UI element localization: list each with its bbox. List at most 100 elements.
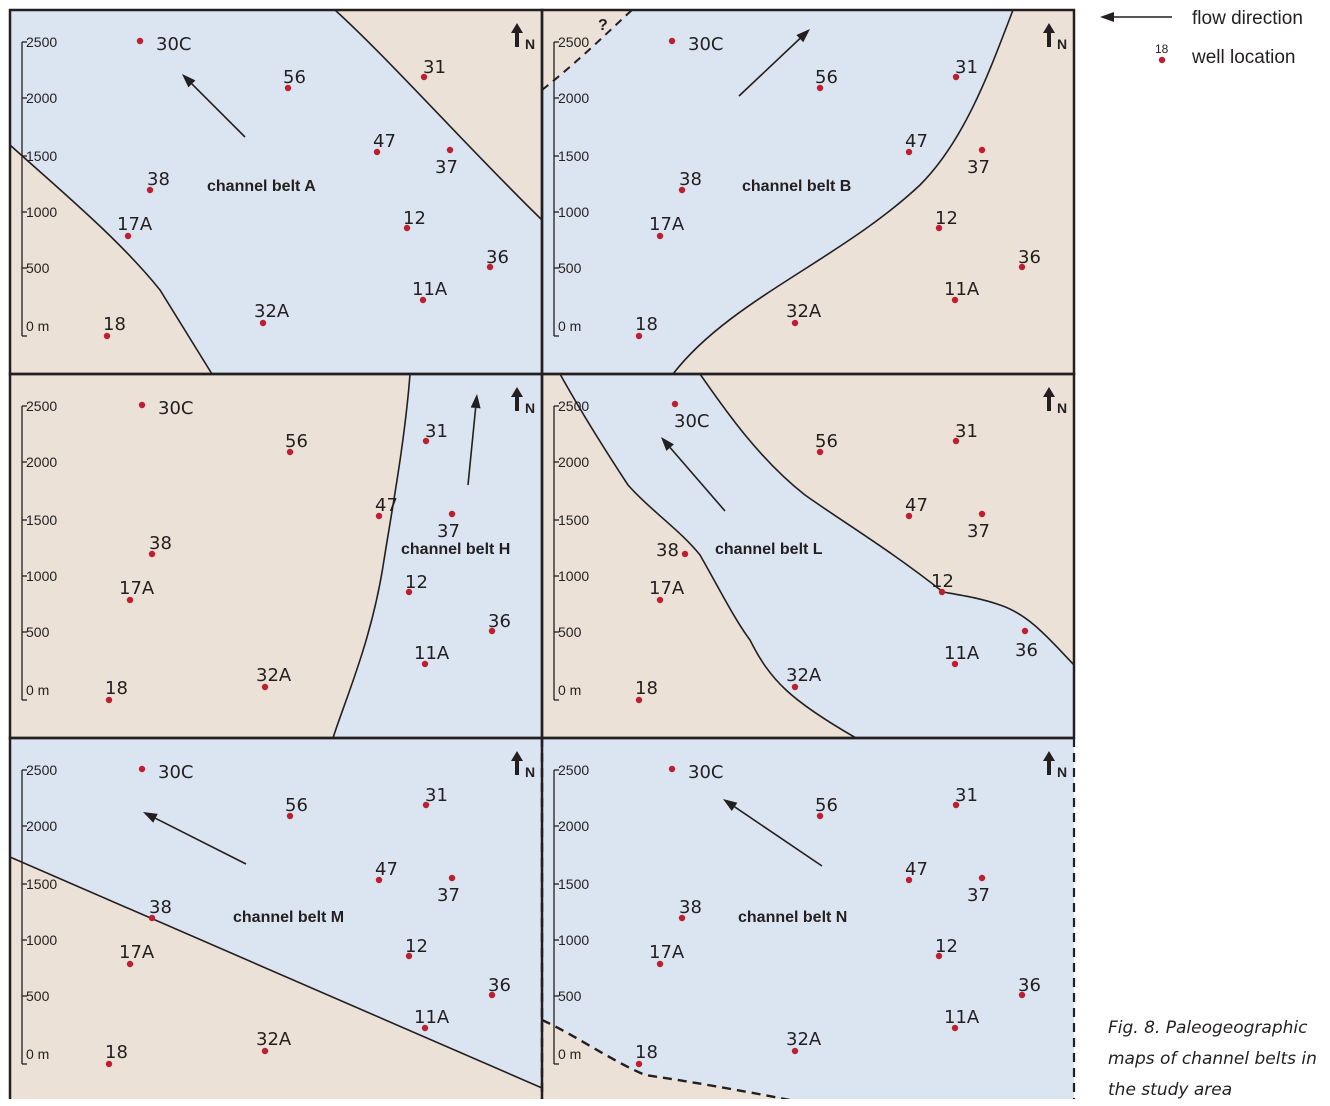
well-label: 32A	[256, 1029, 292, 1050]
north-arrow: N	[1043, 751, 1067, 780]
well-dot	[816, 84, 824, 92]
well-label: 17A	[119, 578, 155, 599]
well-label: 17A	[649, 578, 685, 599]
legend: flow direction 18 well location	[1100, 8, 1303, 68]
well-label: 47	[375, 859, 398, 880]
flow-direction-arrow	[738, 38, 801, 97]
svg-text:N: N	[1057, 764, 1067, 780]
well-dot	[935, 224, 943, 232]
well-label: 30C	[158, 398, 193, 419]
uncertain-boundary-label: ?	[598, 17, 608, 34]
well-dot	[635, 696, 643, 704]
well-label: 38	[679, 897, 702, 918]
svg-text:N: N	[1057, 400, 1067, 416]
scale-tick-label: 2000	[26, 454, 57, 470]
channel-area	[542, 738, 1074, 1099]
scale-tick-label: 1000	[26, 932, 57, 948]
well-label: 38	[656, 540, 679, 561]
well-label: 12	[403, 208, 426, 229]
flow-arrowhead	[182, 74, 196, 88]
well-dot	[938, 588, 946, 596]
well-label: 47	[373, 131, 396, 152]
flow-arrowhead	[143, 812, 158, 823]
legend-well-example-number: 18	[1155, 42, 1169, 56]
scale-tick-label: 1500	[558, 876, 589, 892]
well-dot	[905, 876, 913, 884]
svg-text:N: N	[525, 36, 535, 52]
well-dot	[951, 660, 959, 668]
flow-direction-arrow	[467, 407, 477, 486]
scale-tick-label: 500	[26, 988, 50, 1004]
well-dot	[668, 765, 676, 773]
well-label: 31	[955, 57, 978, 78]
channel-boundary-south	[10, 856, 542, 1089]
well-label: 47	[905, 131, 928, 152]
flow-arrowhead	[723, 799, 738, 811]
scale-tick-label: 1500	[26, 876, 57, 892]
well-label: 12	[935, 208, 958, 229]
channel-area	[333, 374, 542, 738]
well-dot	[488, 627, 496, 635]
well-dot	[791, 319, 799, 327]
channel-boundary-east	[334, 10, 542, 221]
scale-tick-label: 500	[558, 260, 582, 276]
scale-tick-label: 500	[26, 260, 50, 276]
well-dot	[261, 1047, 269, 1055]
scale-bar: 2500 2000 1500 1000 500 0 m	[21, 398, 57, 701]
flow-arrowhead	[470, 394, 481, 409]
channel-belt-label: channel belt H	[401, 541, 510, 558]
channel-boundary-west	[559, 374, 857, 738]
scale-tick-label: 2500	[26, 34, 57, 50]
well-label: 37	[967, 885, 990, 906]
well-dot	[286, 812, 294, 820]
scale-tick-label: 500	[26, 624, 50, 640]
channel-belt-label: channel belt B	[742, 178, 851, 195]
scale-tick-label: 2000	[558, 818, 589, 834]
well-dot	[681, 550, 689, 558]
scale-tick-label: 2500	[558, 762, 589, 778]
well-dot	[1018, 263, 1026, 271]
well-label: 30C	[674, 411, 709, 432]
channel-boundary-west	[332, 374, 411, 738]
north-arrow: N	[1043, 387, 1067, 416]
well-dot	[791, 1047, 799, 1055]
flow-direction-arrow	[734, 806, 823, 867]
well-dot	[148, 914, 156, 922]
well-dot	[103, 332, 111, 340]
well-dot	[446, 146, 454, 154]
well-label: 32A	[786, 301, 822, 322]
well-markers: 30C 56 31 47 37 38 17A 12 36 11A 18 32A	[635, 34, 1041, 340]
well-dot	[422, 437, 430, 445]
well-dot	[375, 512, 383, 520]
scale-tick-label: 0 m	[26, 682, 49, 698]
channel-area	[10, 738, 542, 1088]
legend-well-label: well location	[1191, 47, 1296, 68]
figure-caption: Fig. 8. Paleogeographic maps of channel …	[1108, 1013, 1328, 1106]
well-label: 12	[405, 572, 428, 593]
well-dot	[656, 960, 664, 968]
well-label: 37	[435, 157, 458, 178]
scale-bar: 2500 2000 1500 1000 500 0 m	[553, 762, 589, 1065]
well-label: 30C	[158, 762, 193, 783]
north-arrow: N	[1043, 23, 1067, 52]
well-dot	[668, 37, 676, 45]
well-dot	[405, 588, 413, 596]
well-label: 18	[105, 1042, 128, 1063]
panel-channel-belt-b: ? channel belt B N 2500 2000 1500 1000 500 0 …	[542, 10, 1074, 374]
well-markers: 30C 56 31 47 37 38 17A 12 36 11A 18 32A	[103, 34, 509, 340]
well-label: 36	[1015, 640, 1038, 661]
scale-tick-label: 0 m	[558, 1046, 581, 1062]
scale-tick-label: 0 m	[558, 682, 581, 698]
flow-arrowhead	[796, 29, 810, 43]
scale-tick-label: 1000	[558, 568, 589, 584]
scale-tick-label: 500	[558, 624, 582, 640]
well-dot	[1021, 627, 1029, 635]
well-dot	[403, 224, 411, 232]
scale-tick-label: 1500	[558, 148, 589, 164]
scale-tick-label: 2000	[26, 818, 57, 834]
well-dot	[678, 914, 686, 922]
well-label: 47	[905, 495, 928, 516]
well-label: 37	[967, 521, 990, 542]
